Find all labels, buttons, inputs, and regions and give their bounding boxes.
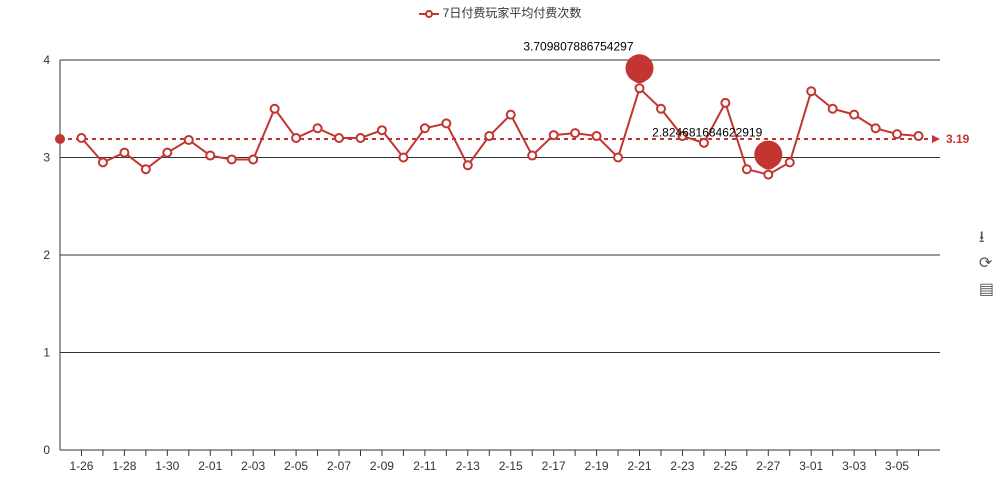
svg-text:2-11: 2-11 bbox=[413, 459, 436, 473]
svg-text:4: 4 bbox=[43, 53, 50, 67]
svg-text:3-03: 3-03 bbox=[842, 459, 866, 473]
svg-text:1-30: 1-30 bbox=[155, 459, 179, 473]
svg-text:2-09: 2-09 bbox=[370, 459, 394, 473]
svg-text:0: 0 bbox=[43, 443, 50, 457]
svg-text:2-05: 2-05 bbox=[284, 459, 308, 473]
svg-text:2: 2 bbox=[43, 248, 50, 262]
chart-toolbox: ⭳ ⟳ ▤ bbox=[979, 230, 994, 298]
svg-text:3-05: 3-05 bbox=[885, 459, 909, 473]
svg-text:2-27: 2-27 bbox=[756, 459, 780, 473]
svg-text:2-03: 2-03 bbox=[241, 459, 265, 473]
svg-text:3.19: 3.19 bbox=[946, 132, 970, 146]
line-chart: 0 1 2 3 4 1-26 1-28 1-30 2-01 2-03 2-05 2-07 2-09 2-1… bbox=[0, 0, 1000, 500]
svg-text:3.709807886754297: 3.709807886754297 bbox=[523, 39, 633, 53]
svg-text:2.824681684622919: 2.824681684622919 bbox=[652, 126, 762, 140]
svg-text:2-15: 2-15 bbox=[499, 459, 523, 473]
svg-text:2-25: 2-25 bbox=[713, 459, 737, 473]
svg-text:2-17: 2-17 bbox=[542, 459, 566, 473]
svg-text:2-07: 2-07 bbox=[327, 459, 351, 473]
refresh-icon[interactable]: ⟳ bbox=[979, 256, 994, 272]
svg-text:3-01: 3-01 bbox=[799, 459, 823, 473]
svg-text:1-26: 1-26 bbox=[69, 459, 93, 473]
download-icon[interactable]: ⭳ bbox=[979, 230, 994, 246]
svg-text:2-21: 2-21 bbox=[627, 459, 651, 473]
svg-text:2-19: 2-19 bbox=[585, 459, 609, 473]
svg-text:3: 3 bbox=[43, 151, 50, 165]
svg-text:2-13: 2-13 bbox=[456, 459, 480, 473]
svg-text:1: 1 bbox=[43, 346, 50, 360]
svg-text:2-23: 2-23 bbox=[670, 459, 694, 473]
svg-text:2-01: 2-01 bbox=[198, 459, 222, 473]
svg-text:1-28: 1-28 bbox=[112, 459, 136, 473]
data-view-icon[interactable]: ▤ bbox=[979, 282, 994, 298]
